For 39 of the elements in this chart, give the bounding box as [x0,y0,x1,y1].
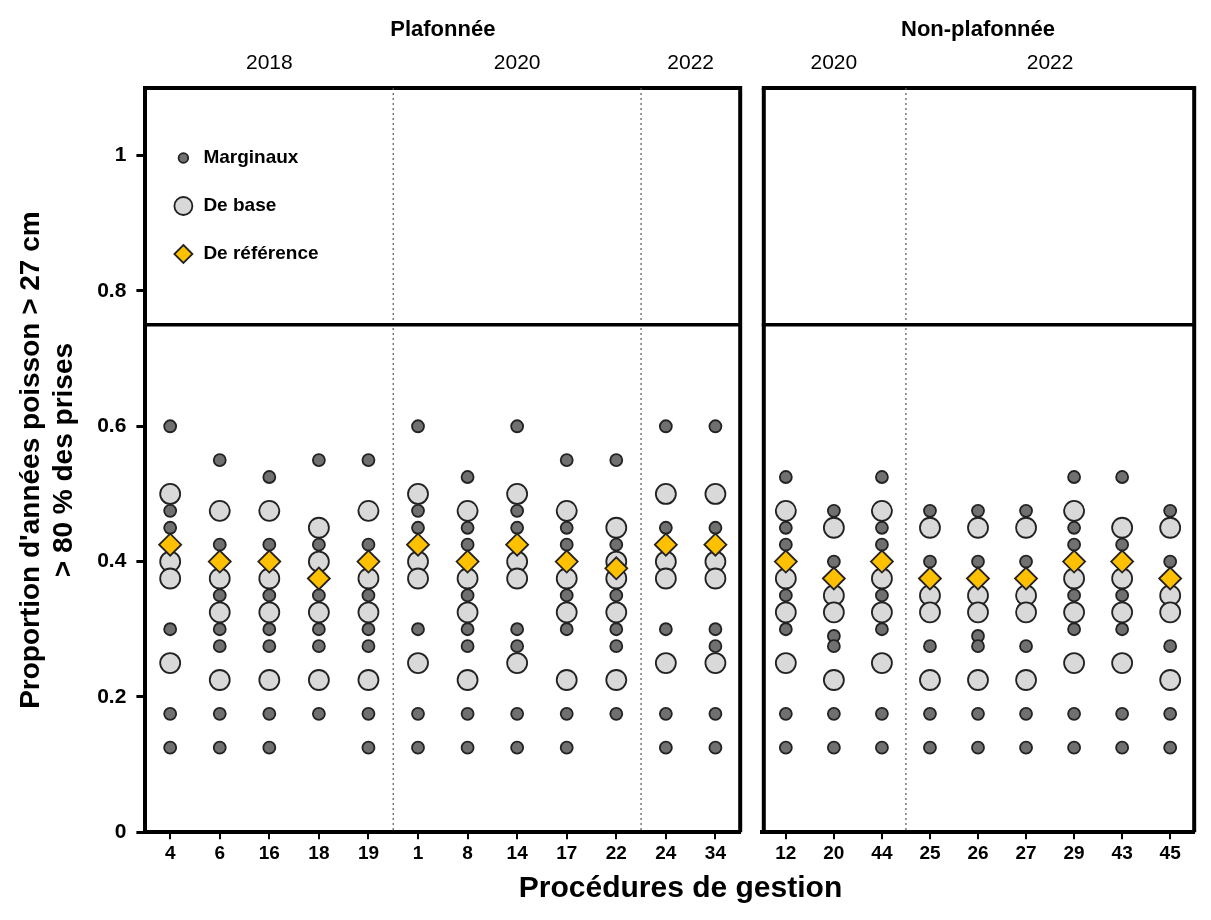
x-tick-label: 19 [357,841,380,863]
y-axis-title: Proportion d'années poisson > 27 cm > 80 % des prises [13,211,79,709]
x-tick-label: 24 [655,841,677,863]
legend-label: De référence [203,242,319,264]
x-tick-label: 12 [775,841,797,863]
legend-label: Marginaux [203,146,299,168]
chart-title: Plafonnée [390,16,496,42]
x-tick-label: 29 [1063,841,1085,863]
x-tick-label: 44 [871,841,893,863]
y-tick-label: 1 [114,142,127,166]
x-tick-label: 17 [556,841,578,863]
text: 2022 [1026,49,1074,73]
x-tick-label: 22 [605,841,627,863]
x-tick-label: 43 [1111,841,1133,863]
y-tick-label: 0.6 [97,413,127,437]
x-tick-label: 8 [462,841,473,863]
x-tick-label: 25 [919,841,941,863]
x-tick-label: 45 [1159,841,1182,863]
x-tick-label: 14 [506,841,529,863]
x-tick-label: 1 [412,841,424,863]
x-tick-label: 6 [214,841,226,863]
text: 2022 [667,49,714,73]
x-tick-label: 34 [704,841,727,863]
x-tick-label: 18 [308,841,330,863]
legend-label: De base [203,194,277,216]
text: 2020 [493,49,541,73]
x-tick-label: 27 [1015,841,1037,863]
y-tick-label: 0.8 [97,277,127,301]
y-tick-label: 0 [114,819,127,842]
text: 2018 [245,49,293,73]
x-axis-title: Procédures de gestion [517,870,844,904]
x-tick-label: 4 [164,841,176,863]
x-tick-label: 16 [258,841,280,863]
y-tick-label: 0.4 [97,548,127,572]
x-tick-label: 26 [967,841,989,863]
y-tick-label: 0.2 [97,683,127,707]
chart-title: Non-plafonnée [901,16,1055,42]
x-tick-label: 20 [823,841,845,863]
text: 2020 [810,49,858,73]
